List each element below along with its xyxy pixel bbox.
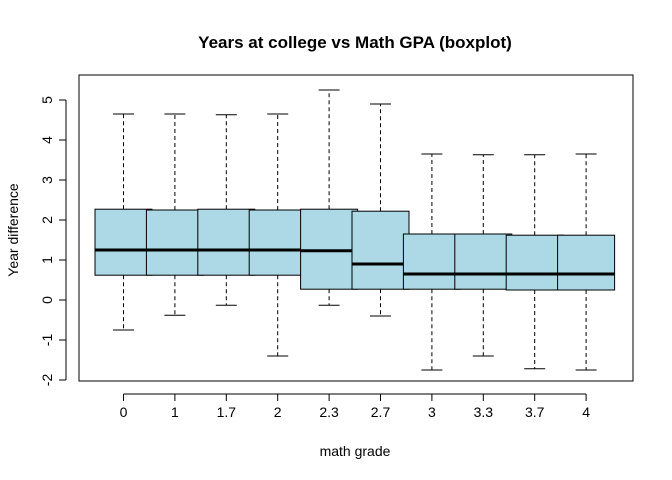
box-group-2.3 — [300, 89, 359, 306]
x-tick-label: 2.7 — [371, 404, 391, 420]
x-axis: 0 1 1.7 2 2.3 2.7 3 3.3 3.7 4 — [120, 393, 590, 420]
x-tick-label: 4 — [582, 404, 590, 420]
box-iqr — [145, 209, 204, 276]
x-tick-label: 3.7 — [525, 404, 545, 420]
y-tick-label: 2 — [39, 216, 55, 224]
boxes-layer — [94, 89, 616, 371]
y-axis: -2 -1 0 1 2 3 4 5 — [39, 96, 67, 387]
y-tick-label: 5 — [39, 96, 55, 104]
x-tick-label: 3 — [428, 404, 436, 420]
box-iqr — [351, 210, 410, 290]
box-iqr — [248, 209, 307, 276]
chart-title: Years at college vs Math GPA (boxplot) — [198, 33, 512, 52]
box-iqr — [402, 233, 461, 290]
y-tick-label: 1 — [39, 256, 55, 264]
box-group-0 — [94, 113, 153, 331]
y-tick-label: 3 — [39, 176, 55, 184]
x-tick-label: 2 — [274, 404, 282, 420]
x-tick-label: 2.3 — [319, 404, 339, 420]
box-iqr — [454, 233, 513, 290]
plot-frame — [78, 74, 634, 382]
box-group-2.7 — [351, 103, 410, 317]
box-iqr — [505, 234, 564, 291]
box-group-1.7 — [197, 114, 256, 306]
y-tick-label: -2 — [39, 374, 55, 387]
x-tick-label: 3.3 — [474, 404, 494, 420]
box-iqr — [94, 208, 153, 276]
x-axis-label: math grade — [320, 443, 391, 459]
y-tick-label: 4 — [39, 136, 55, 144]
x-tick-label: 1.7 — [217, 404, 237, 420]
y-axis-label: Year difference — [5, 183, 21, 277]
box-group-2 — [248, 113, 307, 357]
y-tick-label: 0 — [39, 296, 55, 304]
box-iqr — [197, 208, 256, 276]
box-group-3.7 — [505, 154, 564, 370]
box-group-1 — [145, 113, 204, 316]
x-tick-label: 0 — [120, 404, 128, 420]
box-group-3 — [402, 153, 461, 371]
box-group-4 — [557, 153, 616, 371]
x-tick-label: 1 — [171, 404, 179, 420]
box-iqr — [557, 234, 616, 291]
box-iqr — [300, 208, 359, 290]
box-group-3.3 — [454, 154, 513, 357]
y-tick-label: -1 — [39, 334, 55, 347]
